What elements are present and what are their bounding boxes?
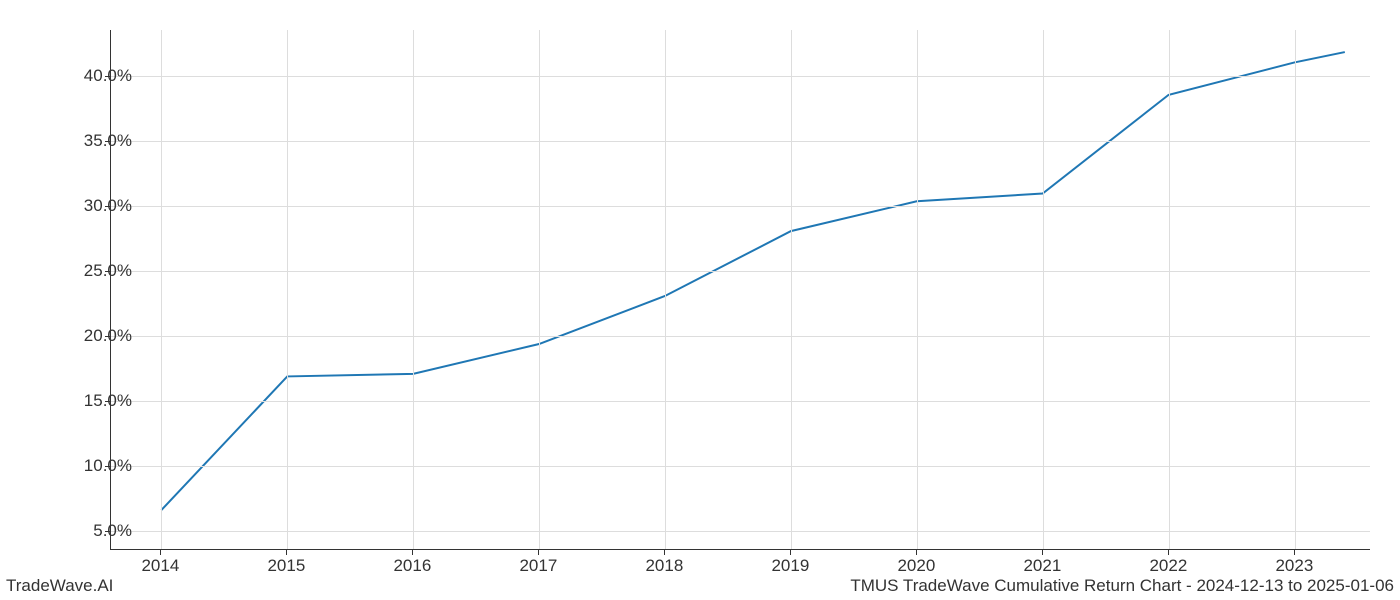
- grid-line-vertical: [539, 30, 540, 549]
- x-axis-tick-label: 2016: [393, 556, 431, 576]
- x-axis-tick-mark: [286, 550, 287, 555]
- y-axis-tick-mark: [105, 531, 110, 532]
- grid-line-horizontal: [111, 206, 1370, 207]
- grid-line-vertical: [1043, 30, 1044, 549]
- y-axis-tick-mark: [105, 141, 110, 142]
- grid-line-vertical: [917, 30, 918, 549]
- grid-line-vertical: [1169, 30, 1170, 549]
- y-axis-tick-mark: [105, 466, 110, 467]
- x-axis-tick-mark: [160, 550, 161, 555]
- grid-line-vertical: [791, 30, 792, 549]
- plot-area: [110, 30, 1370, 550]
- x-axis-tick-label: 2017: [519, 556, 557, 576]
- y-axis-tick-mark: [105, 206, 110, 207]
- x-axis-tick-mark: [1168, 550, 1169, 555]
- y-axis-tick-label: 35.0%: [52, 131, 132, 151]
- x-axis-tick-label: 2018: [645, 556, 683, 576]
- grid-line-horizontal: [111, 271, 1370, 272]
- y-axis-tick-mark: [105, 76, 110, 77]
- x-axis-tick-label: 2014: [141, 556, 179, 576]
- grid-line-horizontal: [111, 336, 1370, 337]
- footer-left-text: TradeWave.AI: [6, 576, 113, 596]
- x-axis-tick-mark: [1042, 550, 1043, 555]
- grid-line-horizontal: [111, 401, 1370, 402]
- x-axis-tick-mark: [538, 550, 539, 555]
- y-axis-tick-label: 40.0%: [52, 66, 132, 86]
- x-axis-tick-mark: [412, 550, 413, 555]
- x-axis-tick-mark: [790, 550, 791, 555]
- y-axis-tick-label: 5.0%: [52, 521, 132, 541]
- grid-line-horizontal: [111, 466, 1370, 467]
- grid-line-vertical: [665, 30, 666, 549]
- y-axis-tick-label: 30.0%: [52, 196, 132, 216]
- grid-line-horizontal: [111, 141, 1370, 142]
- x-axis-tick-label: 2022: [1149, 556, 1187, 576]
- grid-line-horizontal: [111, 76, 1370, 77]
- x-axis-tick-mark: [916, 550, 917, 555]
- x-axis-tick-mark: [1294, 550, 1295, 555]
- y-axis-tick-mark: [105, 336, 110, 337]
- x-axis-tick-label: 2020: [897, 556, 935, 576]
- y-axis-tick-label: 10.0%: [52, 456, 132, 476]
- y-axis-tick-label: 20.0%: [52, 326, 132, 346]
- grid-line-vertical: [413, 30, 414, 549]
- x-axis-tick-label: 2015: [267, 556, 305, 576]
- y-axis-tick-mark: [105, 401, 110, 402]
- x-axis-tick-mark: [664, 550, 665, 555]
- x-axis-tick-label: 2019: [771, 556, 809, 576]
- grid-line-vertical: [287, 30, 288, 549]
- y-axis-tick-label: 25.0%: [52, 261, 132, 281]
- chart-container: [110, 30, 1370, 550]
- y-axis-tick-label: 15.0%: [52, 391, 132, 411]
- grid-line-horizontal: [111, 531, 1370, 532]
- grid-line-vertical: [161, 30, 162, 549]
- x-axis-tick-label: 2021: [1023, 556, 1061, 576]
- footer-right-text: TMUS TradeWave Cumulative Return Chart -…: [850, 576, 1394, 596]
- line-chart-svg: [111, 30, 1370, 549]
- grid-line-vertical: [1295, 30, 1296, 549]
- y-axis-tick-mark: [105, 271, 110, 272]
- x-axis-tick-label: 2023: [1275, 556, 1313, 576]
